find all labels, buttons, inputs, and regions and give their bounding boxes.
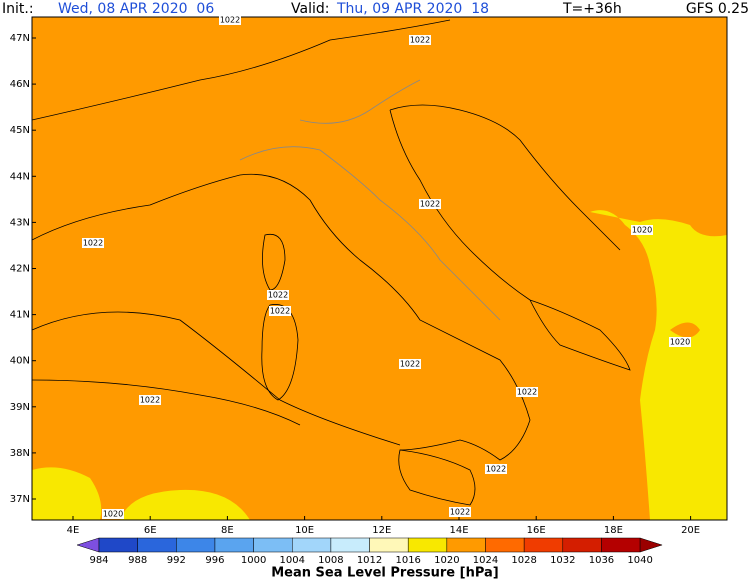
colorbar-label: 992 [167,555,186,566]
colorbar-segment [407,537,448,553]
colorbar-segment [330,537,370,553]
colorbar-label: 1004 [280,555,305,566]
colorbar-label: 996 [205,555,224,566]
region-borders [239,79,501,321]
colorbar-title: Mean Sea Level Pressure [hPa] [271,566,499,581]
lat-label: 44N [10,171,30,182]
isobar-label: 1022 [220,16,240,25]
lon-label: 12E [372,525,391,536]
low-pressure-area [590,210,727,520]
colorbar-segment [562,537,602,553]
colorbar-label: 1032 [550,555,575,566]
lat-label: 42N [10,264,30,275]
init-time: Wed, 08 APR 2020 06 [58,1,214,17]
colorbar-segment [446,537,486,553]
isobar-label-bg [102,509,124,519]
lon-label: 20E [681,525,700,536]
colorbar-label: 1020 [434,555,459,566]
lon-label: 6E [144,525,157,536]
valid-label: Valid: [291,1,329,17]
isobar-label: 1022 [400,360,420,369]
isobar-label: 1022 [486,465,506,474]
isobar-label-bg [219,15,241,25]
lat-label: 46N [10,79,30,90]
isobar-label: 1020 [670,338,690,347]
colorbar-label: 1016 [395,555,420,566]
coastlines [31,19,631,506]
lon-label: 10E [295,525,314,536]
isobar-label-bg [419,199,441,209]
colorbar-segment [98,537,138,553]
colorbar-label: 1036 [589,555,614,566]
colorbar-label: 1000 [241,555,266,566]
isobar-label: 1022 [517,388,537,397]
colorbar-end [639,537,663,553]
init-label: Init.: [2,1,34,17]
isobar-label: 1022 [140,396,160,405]
pressure-area [670,322,700,338]
isobar-label-bg [516,387,538,397]
colorbar-label: 1012 [357,555,382,566]
lon-label: 8E [221,525,234,536]
lat-label: 45N [10,125,30,136]
isobar-label: 1022 [450,508,470,517]
valid-time: Thu, 09 APR 2020 18 [336,1,489,17]
lon-label: 4E [67,525,80,536]
colorbar-segment [601,537,641,553]
colorbar-segment [292,537,332,553]
lon-label: 14E [449,525,468,536]
colorbar-label: 1040 [627,555,652,566]
lat-label: 39N [10,402,30,413]
isobar-label: 1020 [632,226,652,235]
isobar-label-bg [399,359,421,369]
isobar-label: 1022 [410,36,430,45]
lead-time: T=+36h [562,1,622,17]
colorbar-label: 1028 [511,555,536,566]
colorbar-label: 988 [128,555,147,566]
isobar-label-bg [485,464,507,474]
isobar-label-bg [267,290,289,300]
lat-label: 41N [10,310,30,321]
colorbar-segment [485,537,525,553]
low-pressure-area [120,489,250,520]
isobar-label-bg [409,35,431,45]
isobar-label-bg [631,225,653,235]
lat-label: 37N [10,494,30,505]
lat-label: 38N [10,448,30,459]
colorbar-segment [369,537,409,553]
isobar-label-bg [139,395,161,405]
isobar-label: 1022 [268,291,288,300]
colorbar-label: 984 [89,555,108,566]
lat-label: 43N [10,217,30,228]
isobar-label: 1022 [270,307,290,316]
low-pressure-area [32,467,102,520]
model-name: GFS 0.25 [686,1,749,17]
isobar-label: 1020 [103,510,123,519]
isobar-label-bg [669,337,691,347]
colorbar-segment [137,537,177,553]
colorbar-label: 1008 [318,555,343,566]
isobar-label-bg [82,238,104,248]
colorbar-end [76,537,100,553]
isobar-label: 1022 [420,200,440,209]
isobar-label-bg [269,306,291,316]
isobar-label-bg [449,507,471,517]
colorbar-segment [253,537,293,553]
lon-label: 16E [527,525,546,536]
colorbar-segment [523,537,564,553]
colorbar-segment [214,537,254,553]
map-background [32,17,727,520]
colorbar-label: 1024 [473,555,498,566]
lat-label: 40N [10,356,30,367]
isobar-label: 1022 [83,239,103,248]
lat-label: 47N [10,33,30,44]
colorbar-segment [176,537,216,553]
lon-label: 18E [604,525,623,536]
